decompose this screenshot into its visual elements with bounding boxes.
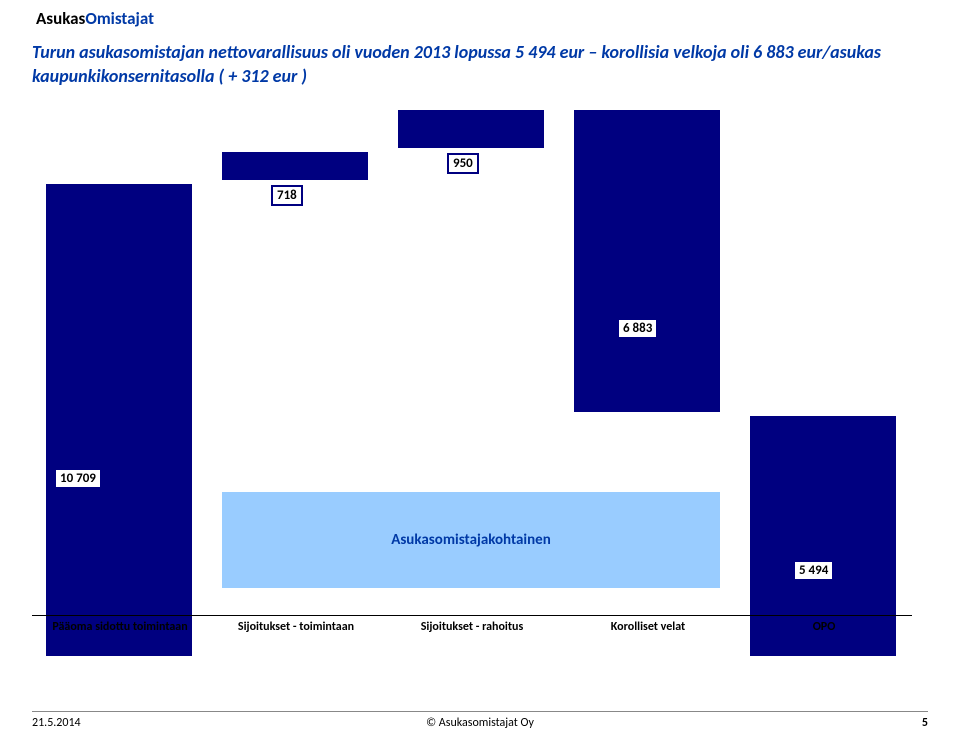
x-axis-label: Korolliset velat [560,616,736,638]
bridge-label: Asukasomistajakohtainen [391,531,551,549]
waterfall-chart: Asukasomistajakohtainen 10 709 718 950 6 883… [32,108,912,638]
footer: 21.5.2014 © Asukasomistajat Oy 5 [32,711,928,712]
footer-page-number: 5 [922,716,928,730]
bar [220,150,370,182]
x-axis-label: Pääoma sidottu toimintaan [32,616,208,638]
title-main: asukasomistajan nettovarallisuus oli vuo… [32,41,881,87]
bar [572,108,722,414]
page-title: Turun asukasomistajan nettovarallisuus o… [32,40,928,89]
bridge-region: Asukasomistajakohtainen [220,490,722,590]
bar [44,182,194,658]
bar-value-label: 5 494 [793,560,834,581]
bar-value-label: 10 709 [54,468,102,489]
x-axis-label: Sijoitukset - toimintaan [208,616,384,638]
logo-part2: Omistajat [85,8,154,29]
bar-value-label: 718 [271,185,303,206]
bar-value-label: 950 [447,153,479,174]
x-axis-label: OPO [736,616,912,638]
logo: AsukasOmistajat [36,8,154,29]
bar [396,108,546,150]
bar-value-label: 6 883 [617,318,658,339]
x-axis-label: Sijoitukset - rahoitus [384,616,560,638]
title-prefix: Turun [32,41,79,63]
logo-part1: Asukas [36,8,85,29]
footer-copyright: © Asukasomistajat Oy [32,716,928,730]
x-axis: Pääoma sidottu toimintaanSijoitukset - t… [32,616,912,638]
